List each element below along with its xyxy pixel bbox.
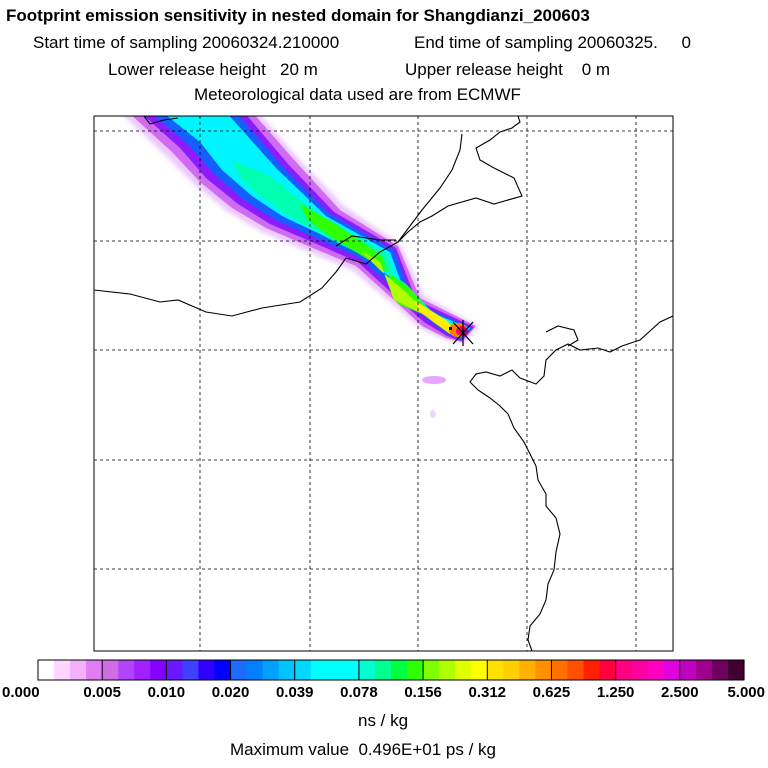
colorbar-cell	[86, 660, 103, 680]
plume-yellowgreen	[360, 250, 458, 334]
colorbar-cell	[102, 660, 119, 680]
colorbar-cell	[342, 660, 360, 680]
colorbar-cell	[278, 660, 296, 680]
coastline-layer	[94, 116, 673, 651]
colorbar-tick-label: 0.005	[83, 684, 121, 701]
colorbar-cell	[326, 660, 344, 680]
colorbar-cell	[439, 660, 456, 680]
plume-green	[300, 204, 462, 335]
meteo-label: Meteorological data used are from ECMWF	[194, 85, 521, 104]
colorbar-units: ns / kg	[358, 711, 409, 730]
plume-yellow	[414, 300, 458, 334]
colorbar-cell	[567, 660, 585, 680]
start-time-label: Start time of sampling 20060324.210000	[33, 33, 340, 52]
colorbar-cell	[358, 660, 376, 680]
colorbar-cell	[647, 660, 665, 680]
blob-faint	[430, 410, 436, 418]
colorbar-cell	[407, 660, 424, 680]
colorbar-cell	[519, 660, 537, 680]
map-frame	[93, 115, 674, 652]
upper-height-label: Upper release height 0 m	[405, 60, 611, 79]
maximum-value-label: Maximum value 0.496E+01 ps / kg	[230, 740, 496, 759]
colorbar-cell	[262, 660, 280, 680]
colorbar-cell	[391, 660, 408, 680]
colorbar-cell	[599, 660, 617, 680]
colorbar-tick-label: 0.020	[212, 684, 250, 701]
colorbar-tick-label: 5.000	[727, 684, 765, 701]
coastline-stroke	[94, 116, 673, 651]
colorbar-ticks: 0.000 0.005 0.010 0.020 0.039 0.078 0.156 0.312…	[2, 660, 765, 701]
colorbar-cell	[54, 660, 71, 680]
grid-lines	[94, 116, 673, 651]
colorbar-cell	[294, 660, 312, 680]
colorbar-cell	[230, 660, 248, 680]
colorbar-cell	[695, 660, 713, 680]
coastline-korea	[470, 316, 673, 651]
colorbar-tick-label: 0.078	[340, 684, 378, 701]
colorbar-cell	[374, 660, 392, 680]
colorbar-cell	[150, 660, 167, 680]
colorbar-tick-label: 0.039	[276, 684, 314, 701]
colorbar-cell	[503, 660, 520, 680]
colorbar-cell	[471, 660, 488, 680]
colorbar-cell	[487, 660, 504, 680]
colorbar-tick-label: 0.625	[533, 684, 571, 701]
colorbar	[37, 659, 745, 681]
colorbar-cell	[118, 660, 135, 680]
colorbar-cell	[711, 660, 729, 680]
colorbar-cell	[214, 660, 232, 680]
colorbar-cell	[38, 660, 55, 680]
colorbar-cell	[182, 660, 200, 680]
colorbar-tick-label: 1.250	[597, 684, 635, 701]
plume-layer	[124, 116, 478, 418]
colorbar-cell	[70, 660, 87, 680]
colorbar-cell	[246, 660, 264, 680]
station-dot	[449, 327, 452, 330]
colorbar-cell	[166, 660, 184, 680]
end-time-label: End time of sampling 20060325. 0	[414, 33, 691, 52]
colorbar-cell	[583, 660, 601, 680]
receptor-marker	[449, 320, 474, 346]
lower-height-label: Lower release height 20 m	[108, 60, 318, 79]
colorbar-cell	[310, 660, 328, 680]
colorbar-tick-label: 0.156	[404, 684, 442, 701]
colorbar-cell	[727, 660, 745, 680]
colorbar-cell	[423, 660, 440, 680]
colorbar-cell	[455, 660, 472, 680]
colorbar-tick-label: 0.010	[148, 684, 186, 701]
colorbar-cell	[551, 660, 569, 680]
colorbar-cell	[535, 660, 553, 680]
colorbar-cell	[615, 660, 633, 680]
colorbar-tick-label: 0.312	[468, 684, 506, 701]
plot-title: Footprint emission sensitivity in nested…	[6, 6, 590, 25]
colorbar-cell	[134, 660, 151, 680]
coastline-gulf	[398, 134, 462, 242]
blob-violet	[422, 376, 446, 384]
colorbar-cell	[198, 660, 216, 680]
colorbar-tick-label: 2.500	[661, 684, 699, 701]
colorbar-cell	[679, 660, 697, 680]
colorbar-cell	[631, 660, 649, 680]
colorbar-cell	[663, 660, 681, 680]
colorbar-tick-label: 0.000	[2, 684, 40, 701]
